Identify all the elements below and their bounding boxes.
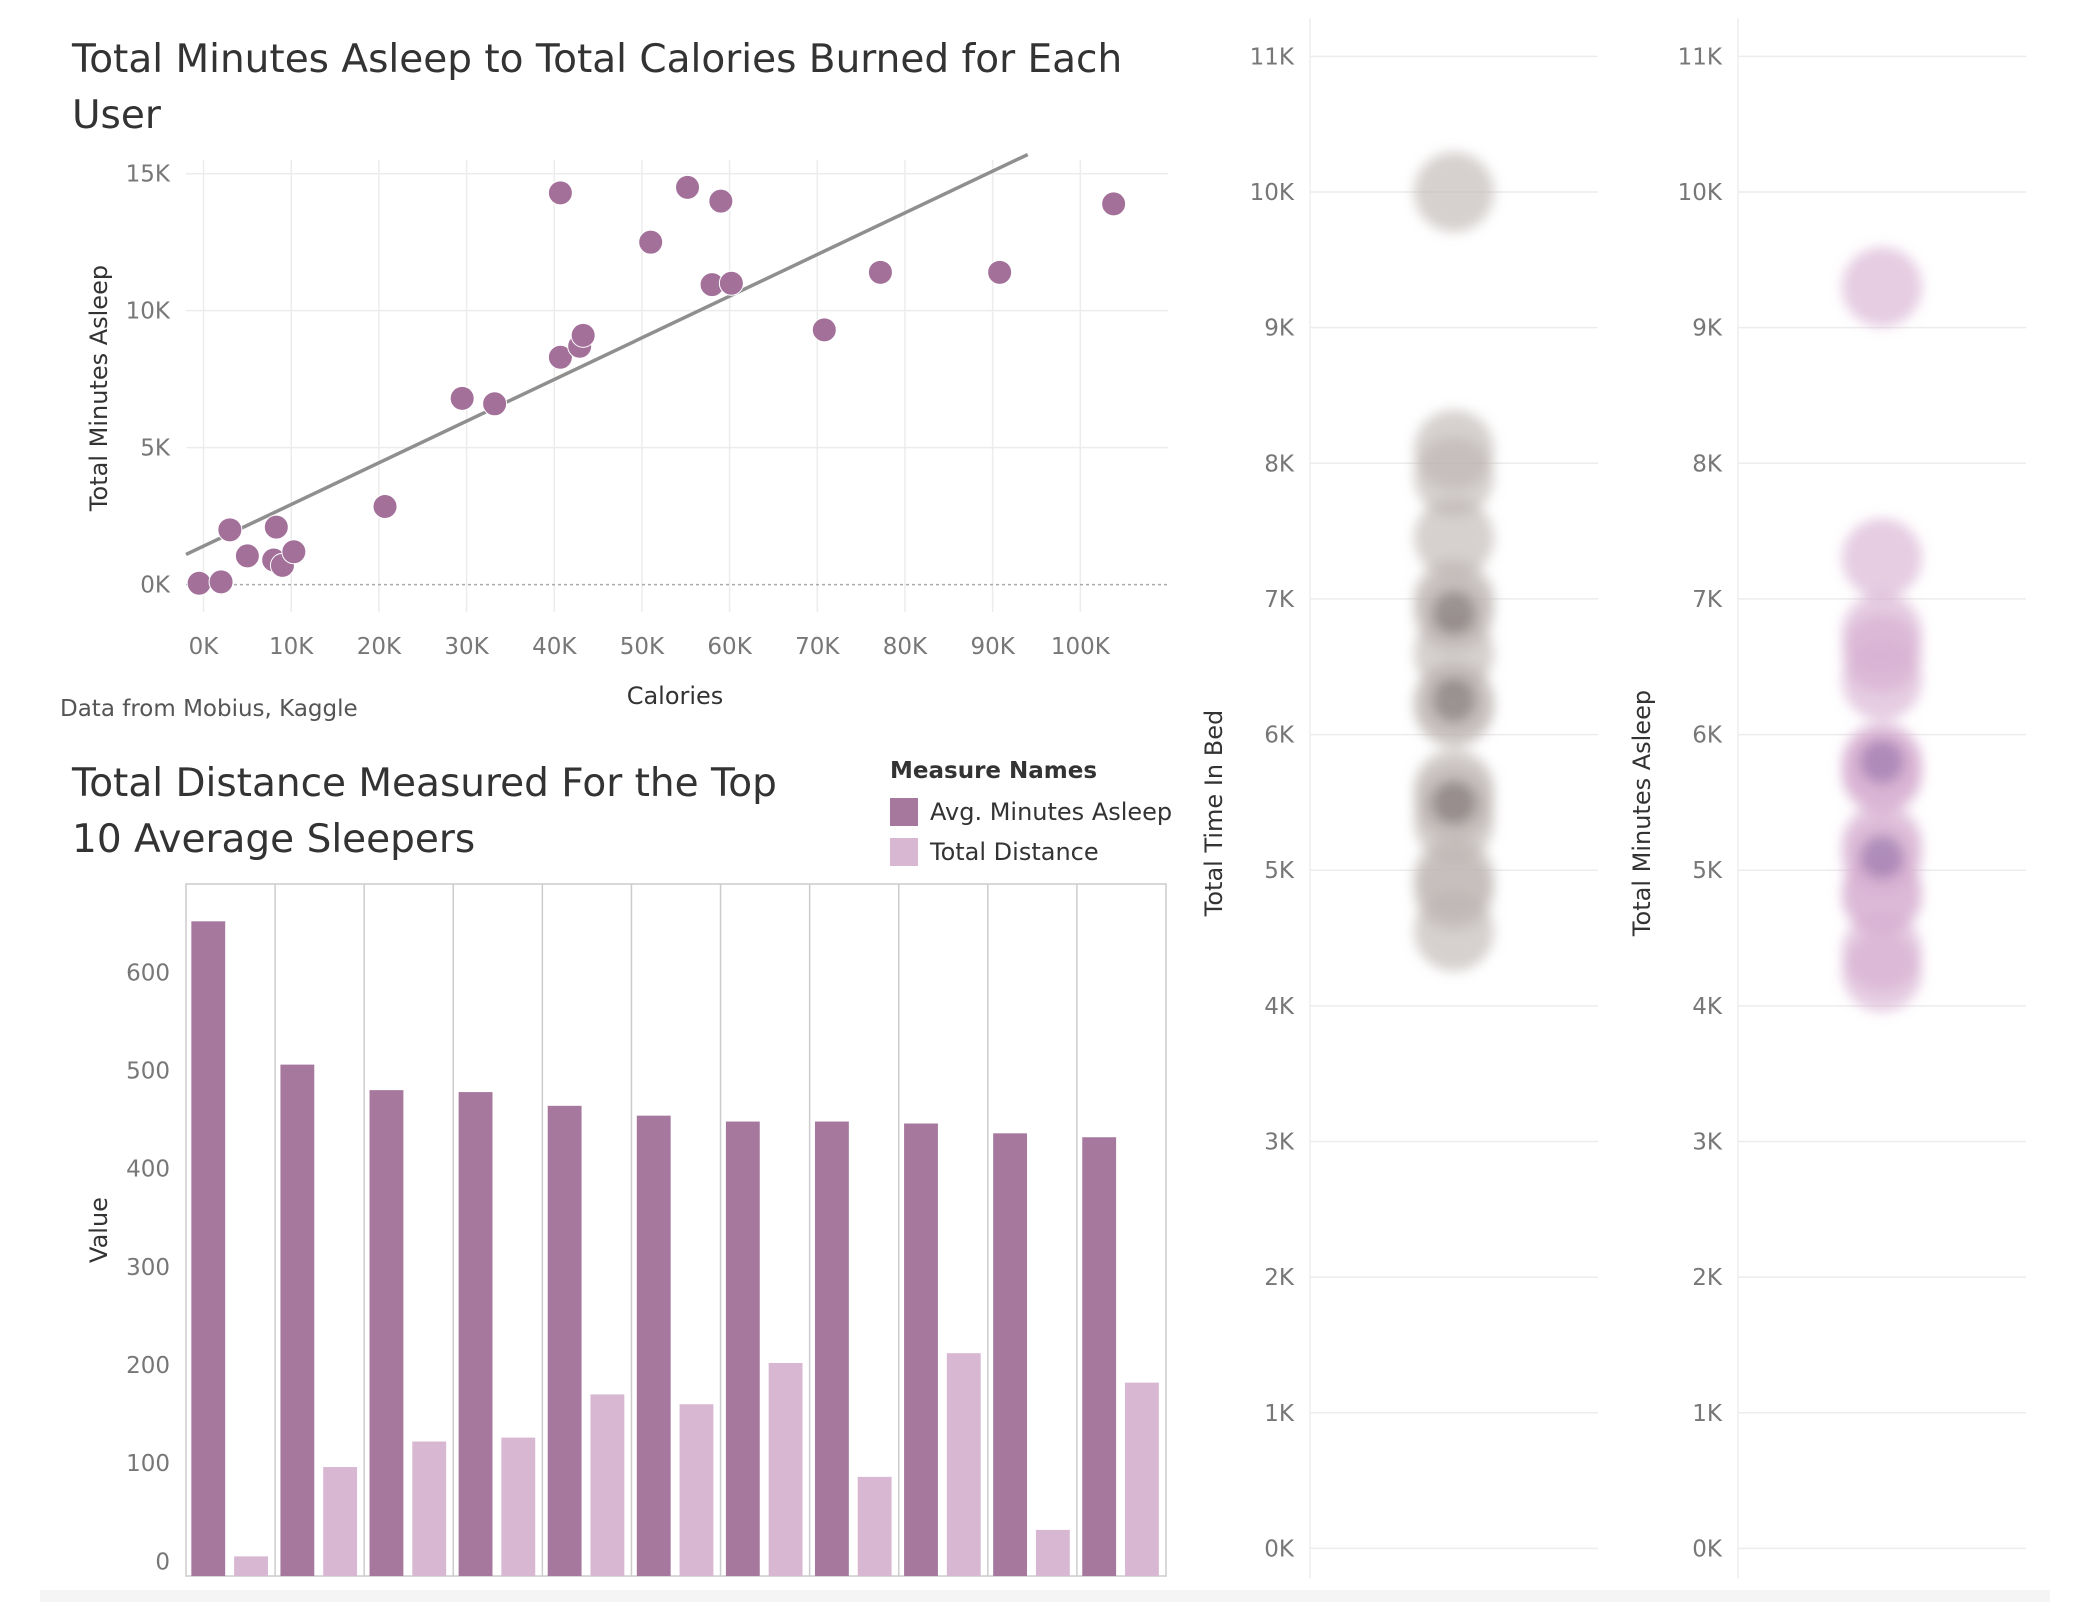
footer-band <box>40 1590 2050 1602</box>
y-tick-label: 11K <box>1678 44 1723 70</box>
y-tick-label: 6K <box>1264 723 1295 749</box>
strip-point <box>1842 640 1922 720</box>
y-tick-label: 5K <box>1692 858 1723 884</box>
y-tick-label: 8K <box>1264 451 1295 477</box>
y-tick-label: 1K <box>1692 1401 1723 1427</box>
strip-point-dense <box>1432 590 1476 634</box>
strip-point-group <box>1414 152 1494 971</box>
strip-point <box>1414 891 1494 971</box>
strip-point <box>1414 152 1494 232</box>
y-tick-label: 9K <box>1692 316 1723 342</box>
y-axis-title: Total Minutes Asleep <box>1628 690 1656 937</box>
y-axis-title: Total Time In Bed <box>1200 710 1228 917</box>
y-tick-label: 10K <box>1678 180 1723 206</box>
strip-point-group <box>1842 247 1922 1012</box>
strip-point-dense <box>1432 679 1476 723</box>
y-tick-label: 5K <box>1264 858 1295 884</box>
y-tick-label: 4K <box>1264 994 1295 1020</box>
y-tick-label: 7K <box>1692 587 1723 613</box>
strip-point <box>1842 932 1922 1012</box>
y-tick-label: 3K <box>1692 1130 1723 1156</box>
y-tick-label: 0K <box>1264 1536 1295 1562</box>
y-tick-label: 2K <box>1692 1265 1723 1291</box>
y-tick-label: 0K <box>1692 1536 1723 1562</box>
y-tick-label: 10K <box>1250 180 1295 206</box>
strip-point <box>1842 247 1922 327</box>
y-tick-label: 3K <box>1264 1130 1295 1156</box>
y-tick-label: 9K <box>1264 316 1295 342</box>
y-tick-label: 8K <box>1692 451 1723 477</box>
strip-point-dense <box>1432 780 1476 824</box>
strip-point-dense <box>1860 740 1904 784</box>
y-tick-label: 4K <box>1692 994 1723 1020</box>
y-tick-label: 7K <box>1264 587 1295 613</box>
strip-point-dense <box>1860 835 1904 879</box>
y-tick-label: 11K <box>1250 44 1295 70</box>
strip-point <box>1842 518 1922 598</box>
y-tick-label: 6K <box>1692 723 1723 749</box>
y-tick-label: 1K <box>1264 1401 1295 1427</box>
y-tick-label: 2K <box>1264 1265 1295 1291</box>
